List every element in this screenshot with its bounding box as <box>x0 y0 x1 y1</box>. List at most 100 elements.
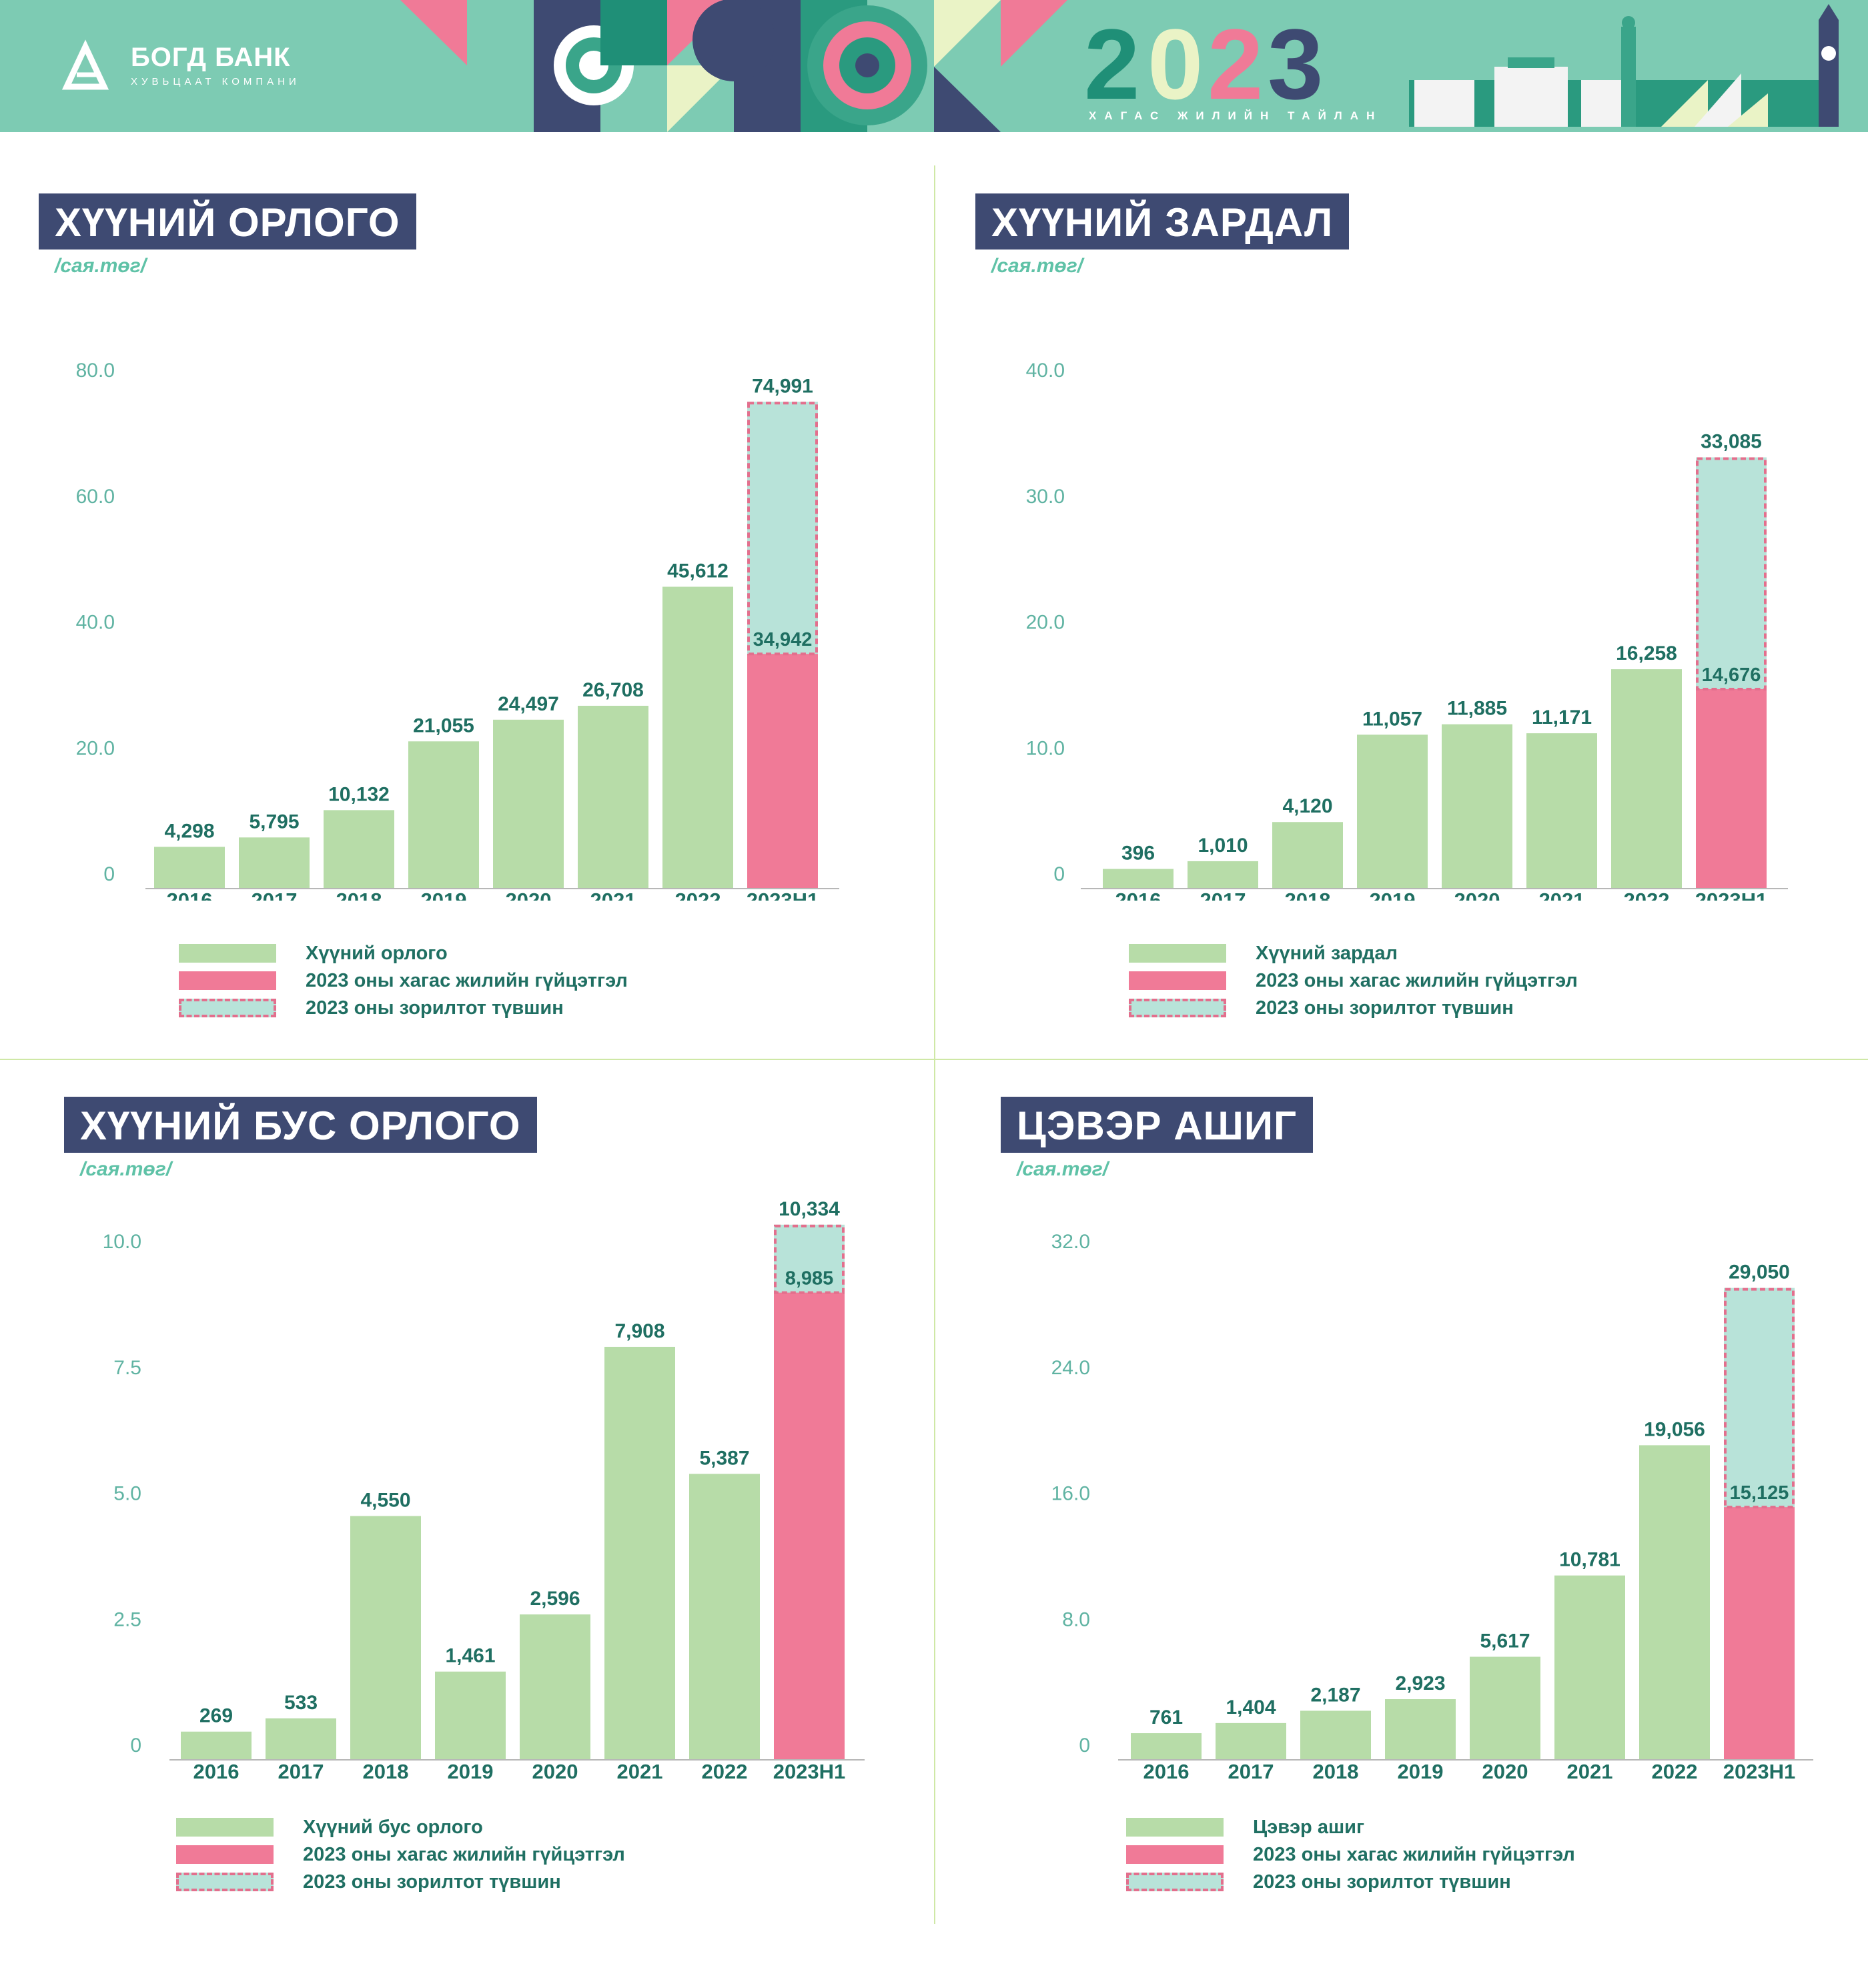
unit-label: /сая.төг/ <box>1017 1158 1109 1180</box>
y-tick-label: 24.0 <box>1051 1357 1090 1379</box>
unit-label: /сая.төг/ <box>991 255 1083 277</box>
bar <box>1526 733 1597 888</box>
performance-bar <box>747 654 818 888</box>
x-category-label: 2020 <box>1454 889 1500 901</box>
interest-expense-panel: ХҮҮНИЙ ЗАРДАЛ /сая.төг/ 0 10.0 20.0 30.0 40.… <box>947 167 1868 1087</box>
report-header-banner: 2 0 2 3 БОГД БАНК ХУВЬЦААТ КОМПАНИ ХАГАС… <box>0 0 1868 132</box>
performance-data-label: 15,125 <box>1730 1482 1789 1504</box>
y-tick-label: 32.0 <box>1051 1231 1090 1253</box>
svg-text:2: 2 <box>1208 8 1260 120</box>
unit-label: /сая.төг/ <box>55 255 147 277</box>
x-category-label: 2023H1 <box>747 889 819 901</box>
legend-swatch-pink <box>1126 1845 1224 1864</box>
y-tick-label: 0 <box>1053 863 1065 885</box>
legend-swatch-green <box>179 944 276 963</box>
bank-name: БОГД БАНК <box>131 43 291 72</box>
target-data-label: 33,085 <box>1701 431 1762 453</box>
bar <box>1272 822 1343 888</box>
svg-text:3: 3 <box>1268 8 1320 120</box>
legend-swatch-pink <box>176 1845 274 1864</box>
data-label: 396 <box>1121 843 1155 865</box>
x-category-label: 2018 <box>1285 889 1331 901</box>
data-label: 10,781 <box>1559 1549 1620 1571</box>
y-tick-label: 8.0 <box>1062 1608 1090 1630</box>
x-category-label: 2022 <box>1652 1760 1698 1783</box>
bar <box>493 719 564 888</box>
data-label: 5,387 <box>699 1447 749 1469</box>
panel-divider-vertical <box>934 165 935 1924</box>
non-interest-income-panel: ХҮҮНИЙ БУС ОРЛОГО /сая.төг/ 0 2.5 5.0 7.5 10… <box>0 1067 921 1988</box>
legend-swatch-green <box>176 1818 274 1837</box>
interest-income-chart: 0 20.0 40.0 60.0 80.0 2016 4,298 2017 5,795 2018 1… <box>76 360 839 901</box>
y-tick-label: 5.0 <box>113 1483 141 1505</box>
bar <box>1470 1656 1540 1759</box>
legend-label: Хүүний орлого <box>306 943 448 964</box>
data-label: 10,132 <box>328 783 390 805</box>
bar <box>1103 869 1174 888</box>
legend-label: 2023 оны зорилтот түвшин <box>306 997 564 1019</box>
y-tick-label: 7.5 <box>113 1357 141 1379</box>
bar <box>689 1474 760 1759</box>
panel-title: ХҮҮНИЙ БУС ОРЛОГО <box>64 1097 537 1153</box>
x-category-label: 2019 <box>421 889 467 901</box>
data-label: 11,057 <box>1362 708 1422 730</box>
legend-label: 2023 оны хагас жилийн гүйцэтгэл <box>1253 1844 1575 1865</box>
header-decoration: 2 0 2 3 <box>61 0 1839 132</box>
x-category-label: 2016 <box>167 889 213 901</box>
target-data-label: 29,050 <box>1729 1262 1790 1284</box>
performance-data-label: 8,985 <box>785 1268 834 1290</box>
bar <box>1357 734 1428 888</box>
x-category-label: 2018 <box>336 889 382 901</box>
y-tick-label: 20.0 <box>1026 612 1065 634</box>
data-label: 4,298 <box>164 820 214 842</box>
legend-swatch-pink <box>179 971 276 990</box>
y-tick-label: 20.0 <box>76 737 115 759</box>
data-label: 1,010 <box>1198 835 1248 857</box>
bar <box>324 810 394 888</box>
bar <box>1554 1575 1625 1759</box>
performance-data-label: 14,676 <box>1702 664 1761 686</box>
svg-text:2: 2 <box>1084 8 1136 120</box>
data-label: 2,596 <box>530 1588 580 1610</box>
x-category-label: 2019 <box>1398 1760 1444 1783</box>
data-label: 11,885 <box>1447 698 1507 720</box>
bar <box>520 1614 590 1759</box>
bar <box>1188 861 1258 888</box>
legend-label: Хүүний бус орлого <box>303 1817 483 1838</box>
y-tick-label: 40.0 <box>1026 360 1065 382</box>
bar <box>350 1516 421 1759</box>
bar <box>604 1346 675 1759</box>
legend-swatch-green <box>1129 944 1226 963</box>
x-category-label: 2021 <box>1567 1760 1613 1783</box>
data-label: 7,908 <box>614 1320 664 1342</box>
x-category-label: 2017 <box>278 1760 324 1783</box>
x-category-label: 2016 <box>193 1760 240 1783</box>
x-category-label: 2018 <box>363 1760 409 1783</box>
bar <box>181 1731 252 1759</box>
x-category-label: 2018 <box>1313 1760 1359 1783</box>
y-tick-label: 40.0 <box>76 612 115 634</box>
x-category-label: 2023H1 <box>773 1760 846 1783</box>
bar <box>1131 1733 1202 1759</box>
x-category-label: 2020 <box>506 889 552 901</box>
data-label: 1,461 <box>445 1645 495 1667</box>
y-tick-label: 10.0 <box>1026 737 1065 759</box>
legend-label: 2023 оны хагас жилийн гүйцэтгэл <box>303 1844 625 1865</box>
x-category-label: 2017 <box>1200 889 1246 901</box>
legend-swatch-target <box>1129 999 1226 1017</box>
x-category-label: 2017 <box>252 889 298 901</box>
x-category-label: 2022 <box>675 889 721 901</box>
bar <box>408 741 479 888</box>
data-label: 5,795 <box>249 811 299 833</box>
data-label: 4,120 <box>1282 795 1332 817</box>
x-category-label: 2021 <box>617 1760 663 1783</box>
data-label: 2,923 <box>1395 1672 1445 1694</box>
y-tick-label: 80.0 <box>76 360 115 382</box>
data-label: 26,708 <box>582 679 644 701</box>
bar <box>1385 1699 1456 1759</box>
performance-data-label: 34,942 <box>753 629 813 650</box>
y-tick-label: 0 <box>130 1734 141 1757</box>
data-label: 11,171 <box>1532 706 1592 728</box>
bar <box>266 1718 336 1759</box>
target-bar-outline <box>747 402 818 656</box>
